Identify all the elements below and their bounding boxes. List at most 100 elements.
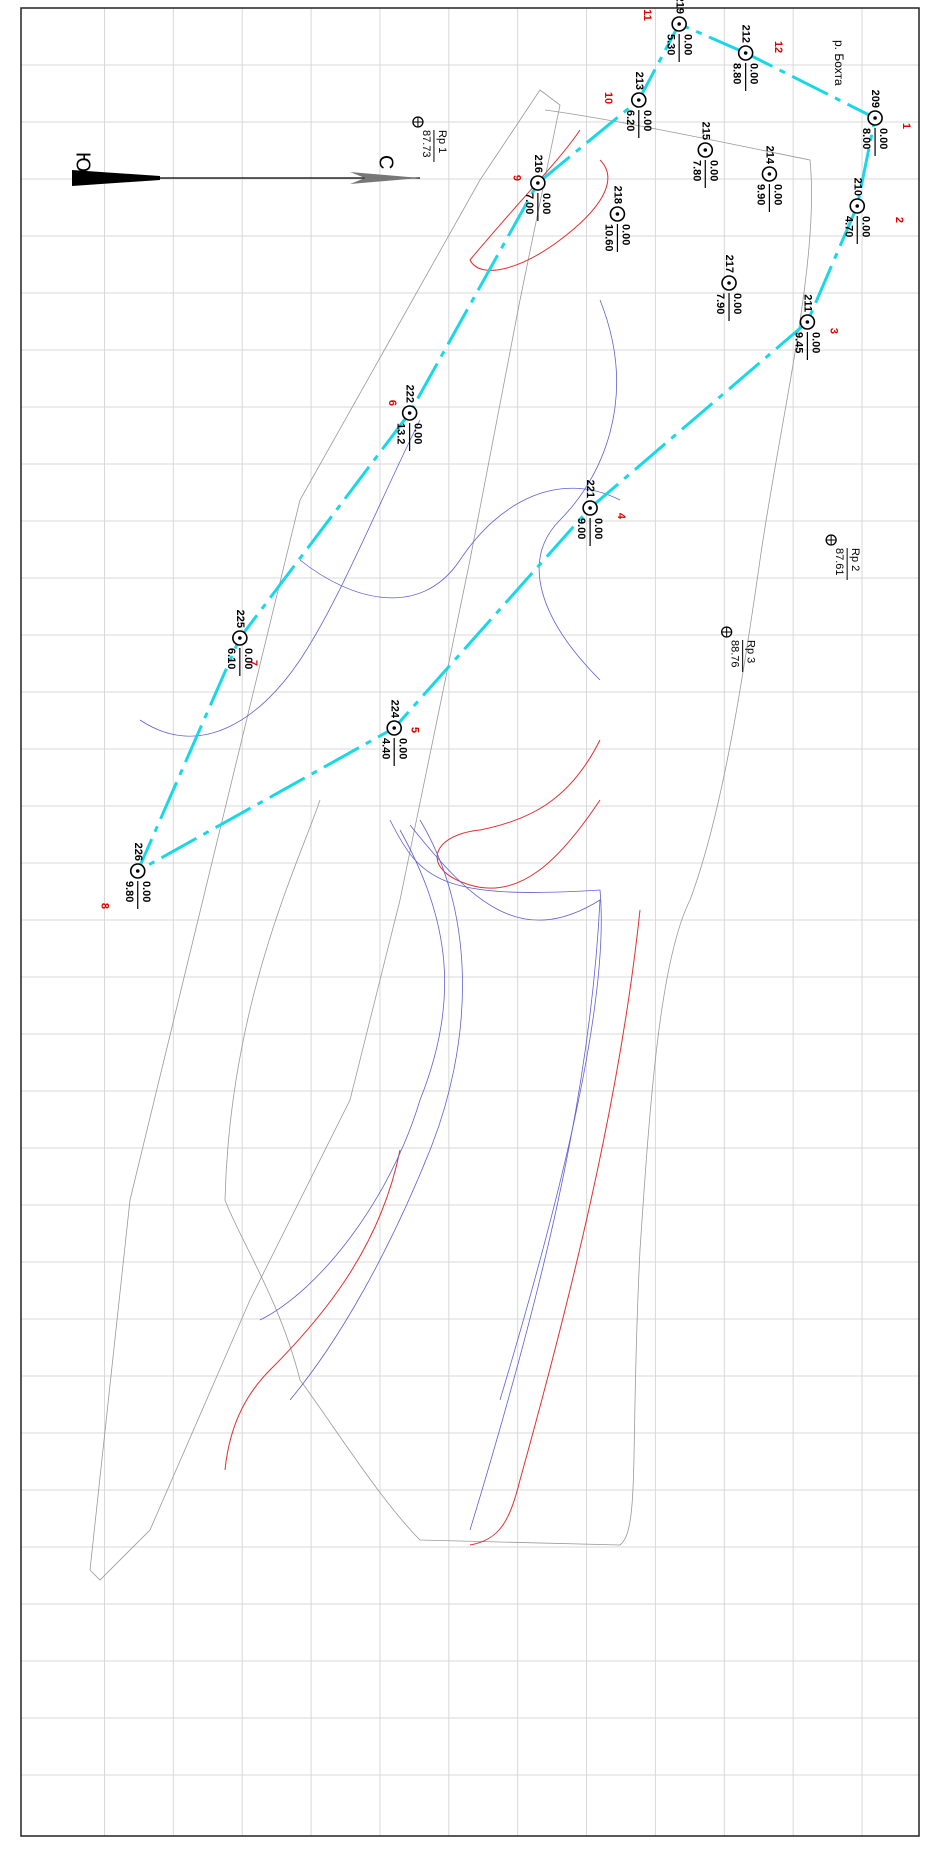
vertex-number: 2 — [893, 217, 905, 223]
river-label: р. Бохта — [832, 40, 846, 86]
borehole-top: 0.00 — [748, 63, 760, 84]
borehole-top: 0.00 — [540, 193, 552, 214]
borehole-depth: 6.10 — [225, 648, 237, 669]
survey-points: 2090.008.002100.004.702110.009.452120.00… — [99, 0, 912, 909]
benchmark-elevation: 87.61 — [833, 548, 845, 576]
borehole-depth: 7.80 — [690, 160, 702, 181]
borehole-id: 210 — [851, 178, 863, 196]
north-label: С — [375, 155, 397, 169]
borehole-center — [536, 181, 540, 185]
contour — [470, 130, 608, 270]
borehole-depth: 9.00 — [575, 518, 587, 539]
contour — [390, 820, 601, 1400]
borehole-center — [238, 636, 242, 640]
borehole-id: 218 — [612, 186, 624, 204]
vertex-number: 9 — [511, 175, 523, 181]
site-boundary — [90, 90, 560, 1580]
borehole-center — [588, 506, 592, 510]
vertex-number: 10 — [602, 92, 614, 104]
borehole-center — [727, 281, 731, 285]
borehole-depth: 9.45 — [792, 332, 804, 353]
benchmark-elevation: 87.73 — [420, 130, 432, 158]
borehole-depth: 10.60 — [603, 224, 615, 252]
borehole-id: 212 — [740, 25, 752, 43]
borehole-top: 0.00 — [731, 293, 743, 314]
vertex-number: 4 — [615, 513, 627, 520]
borehole-top: 0.00 — [592, 518, 604, 539]
borehole-center — [136, 869, 140, 873]
borehole-id: 213 — [633, 72, 645, 90]
benchmark: Rp 1 87.73 — [413, 117, 448, 162]
contour — [410, 825, 600, 1530]
vertex-number: 3 — [828, 328, 840, 334]
borehole-center — [616, 212, 620, 216]
benchmark-name: Rp 3 — [745, 640, 757, 663]
borehole-depth: 7.90 — [714, 293, 726, 314]
borehole-depth: 9.80 — [123, 881, 135, 902]
borehole-top: 0.00 — [707, 160, 719, 181]
benchmark: Rp 3 88.76 — [722, 627, 757, 672]
vertex-number: 11 — [641, 9, 653, 21]
borehole-center — [873, 116, 877, 120]
borehole-top: 0.00 — [877, 128, 889, 149]
borehole-top: 0.00 — [620, 224, 632, 245]
borehole-top: 0.00 — [681, 34, 693, 55]
borehole-center — [806, 320, 810, 324]
arrow-tail — [72, 170, 160, 186]
vertex-number: 6 — [386, 400, 398, 406]
borehole-id: 216 — [532, 155, 544, 173]
borehole-depth: 6.20 — [624, 110, 636, 131]
site-boundary — [225, 110, 812, 1545]
borehole: 211 0.00 9.45 — [792, 294, 821, 360]
borehole-center — [677, 22, 681, 26]
borehole-center — [703, 148, 707, 152]
coordinate-grid — [21, 8, 919, 1836]
contour — [260, 830, 445, 1320]
borehole-top: 0.00 — [641, 110, 653, 131]
borehole-id: 217 — [723, 255, 735, 273]
benchmark: Rp 287.61 — [826, 535, 861, 580]
borehole: 219 0.00 5.30 — [664, 0, 693, 62]
contour — [437, 740, 600, 888]
borehole-depth: 8.00 — [860, 128, 872, 149]
borehole-id: 219 — [673, 0, 685, 14]
borehole-id: 226 — [132, 843, 144, 861]
contours — [90, 90, 812, 1580]
vertex-number: 1 — [900, 123, 912, 129]
vertex-number: 8 — [99, 903, 111, 909]
borehole: 226 0.00 9.80 — [123, 843, 152, 909]
borehole: 217 0.00 7.90 — [714, 255, 743, 321]
vertex-number: 5 — [408, 727, 420, 733]
borehole-depth: 9.90 — [754, 184, 766, 205]
contour — [539, 300, 616, 680]
borehole-center — [744, 51, 748, 55]
contour — [225, 1150, 400, 1470]
borehole-id: 224 — [388, 700, 400, 719]
borehole-top: 0.00 — [412, 423, 424, 444]
borehole-center — [637, 98, 641, 102]
benchmark-name: Rp 1 — [436, 130, 448, 153]
vertex-number: 12 — [772, 41, 784, 53]
borehole-id: 225 — [234, 610, 246, 628]
borehole-id: 211 — [801, 294, 813, 312]
borehole-top: 0.00 — [242, 648, 254, 669]
borehole-top: 0.00 — [809, 332, 821, 353]
borehole-center — [408, 411, 412, 415]
borehole: 218 0.00 10.60 — [603, 186, 632, 252]
borehole-depth: 13.2 — [395, 423, 407, 444]
borehole-top: 0.00 — [771, 184, 783, 205]
borehole-center — [768, 172, 772, 176]
benchmark-elevation: 88.76 — [729, 640, 741, 668]
borehole-id: 222 — [404, 385, 416, 403]
borehole-top: 0.00 — [140, 881, 152, 902]
borehole-top: 0.00 — [859, 216, 871, 237]
site-plan: 2090.008.002100.004.702110.009.452120.00… — [0, 0, 938, 1855]
borehole-depth: 5.30 — [664, 34, 676, 55]
borehole-top: 0.00 — [396, 738, 408, 759]
contour — [290, 820, 463, 1400]
borehole-depth: 8.80 — [731, 63, 743, 84]
borehole-depth: 4.40 — [379, 738, 391, 759]
frame — [21, 8, 919, 1836]
